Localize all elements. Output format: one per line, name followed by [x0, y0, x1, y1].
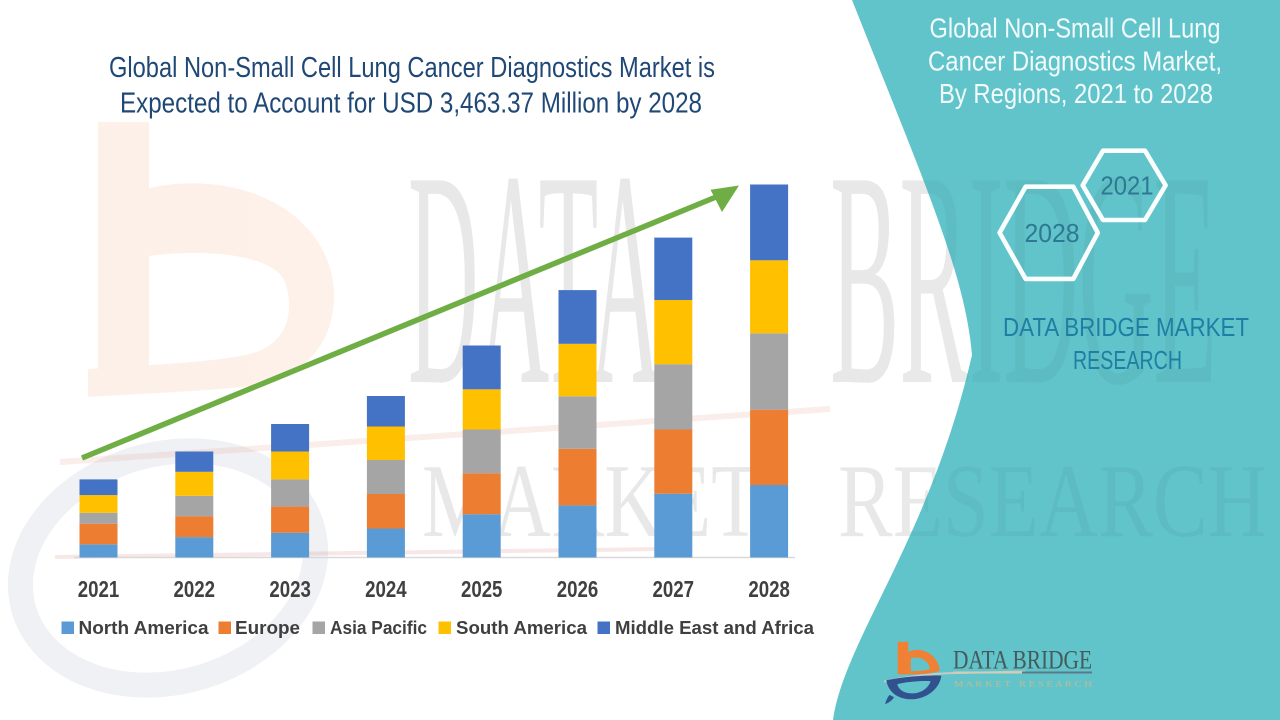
- svg-text:M A R K E T R E S E A R C H: M A R K E T R E S E A R C H: [954, 679, 1092, 689]
- svg-text:RESEARCH: RESEARCH: [1073, 345, 1182, 375]
- svg-text:2023: 2023: [269, 576, 311, 602]
- svg-text:2021: 2021: [78, 576, 120, 602]
- svg-text:2028: 2028: [1025, 220, 1080, 248]
- svg-text:Global Non-Small Cell Lung Can: Global Non-Small Cell Lung Cancer Diagno…: [109, 52, 715, 84]
- svg-text:North America: North America: [79, 618, 210, 638]
- svg-text:DATA BRIDGE: DATA BRIDGE: [953, 646, 1092, 675]
- svg-text:Europe: Europe: [235, 618, 300, 638]
- svg-text:2025: 2025: [461, 576, 503, 602]
- svg-text:2027: 2027: [653, 576, 695, 602]
- svg-text:Global Non-Small Cell Lung: Global Non-Small Cell Lung: [930, 13, 1221, 44]
- svg-text:2021: 2021: [1101, 173, 1154, 201]
- svg-text:DATA: DATA: [408, 108, 661, 449]
- svg-text:Middle East and Africa: Middle East and Africa: [615, 618, 815, 638]
- svg-text:DATA BRIDGE MARKET: DATA BRIDGE MARKET: [1003, 312, 1249, 342]
- svg-text:Expected to Account for USD 3,: Expected to Account for USD 3,463.37 Mil…: [120, 88, 702, 120]
- svg-text:2028: 2028: [748, 576, 790, 602]
- svg-text:2026: 2026: [557, 576, 599, 602]
- svg-text:2022: 2022: [174, 576, 216, 602]
- svg-text:Asia Pacific: Asia Pacific: [330, 618, 427, 638]
- svg-text:Cancer Diagnostics Market,: Cancer Diagnostics Market,: [928, 46, 1222, 77]
- svg-text:South America: South America: [456, 618, 588, 638]
- svg-text:2024: 2024: [365, 576, 407, 602]
- svg-text:By Regions, 2021 to 2028: By Regions, 2021 to 2028: [939, 78, 1213, 109]
